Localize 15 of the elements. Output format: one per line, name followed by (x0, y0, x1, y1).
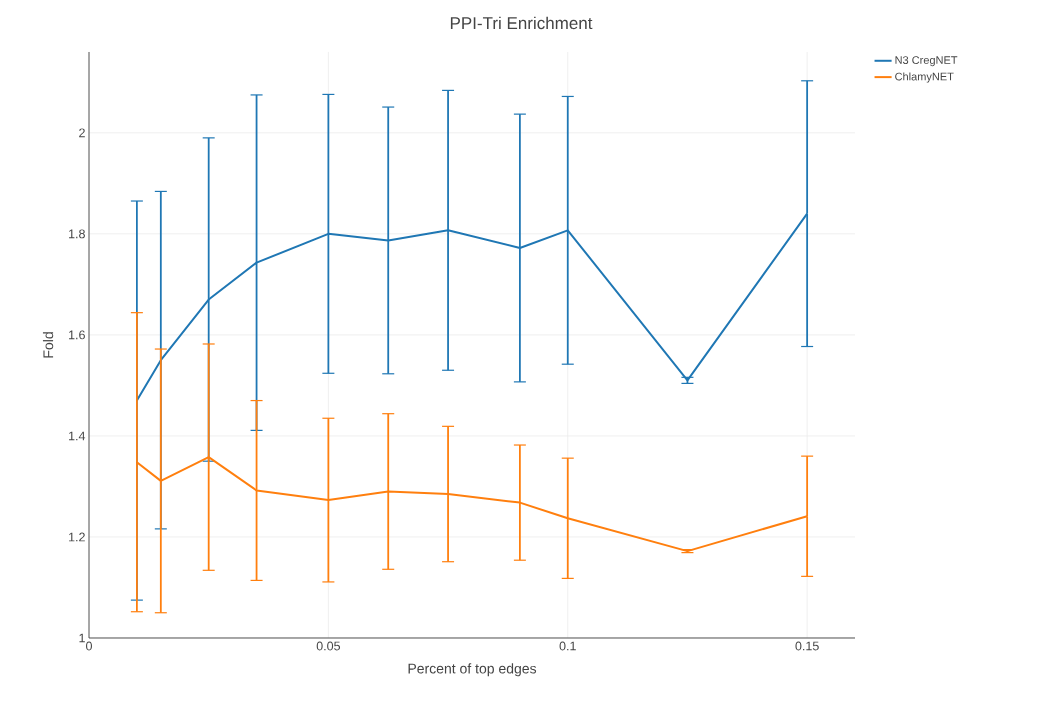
y-tick-label: 1.6 (69, 330, 85, 340)
x-tick-label: 0.15 (795, 641, 819, 651)
y-axis-title: Fold (42, 332, 54, 358)
y-tick-label: 2 (79, 128, 85, 138)
y-tick-label: 1.2 (69, 532, 85, 542)
legend-label: N3 CregNET (895, 56, 958, 67)
x-axis-title: Percent of top edges (408, 663, 537, 677)
x-tick-label: 0.1 (559, 641, 576, 651)
legend-label: ChlamyNET (895, 72, 954, 83)
y-tick-label: 1 (79, 633, 85, 643)
y-tick-label: 1.8 (69, 229, 85, 239)
y-tick-label: 1.4 (69, 431, 86, 441)
x-tick-label: 0.05 (316, 641, 341, 651)
chart-title: PPI-Tri Enrichment (450, 16, 593, 30)
x-tick-label: 0 (86, 641, 92, 651)
